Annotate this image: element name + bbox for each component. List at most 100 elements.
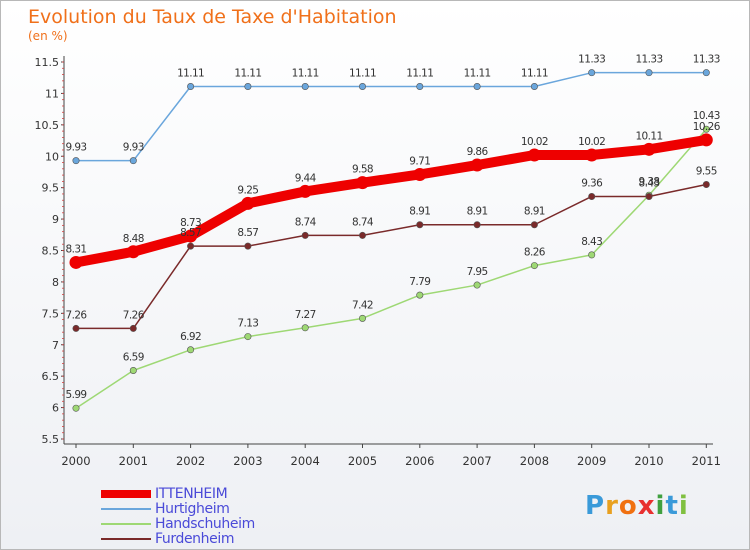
data-label: 11.11 <box>349 68 376 80</box>
data-point <box>413 167 427 181</box>
logo-letter: t <box>665 491 679 521</box>
data-label: 9.86 <box>467 146 489 158</box>
legend-label: Furdenheim <box>155 531 235 547</box>
data-label: 9.71 <box>409 155 430 167</box>
data-label: 8.91 <box>467 206 488 218</box>
series-line <box>75 71 708 162</box>
y-tick-label: 6.5 <box>42 370 60 383</box>
x-tick-label: 2002 <box>176 454 205 468</box>
data-label: 8.26 <box>524 247 546 259</box>
data-label: 8.43 <box>639 177 660 189</box>
legend-label: ITTENHEIM <box>155 486 228 502</box>
y-tick-label: 11 <box>45 87 59 100</box>
data-point <box>72 157 80 165</box>
x-tick-label: 2008 <box>520 454 549 468</box>
logo-letter: P <box>585 491 606 521</box>
data-label: 9.55 <box>696 166 717 178</box>
legend-label: Hurtigheim <box>155 501 230 517</box>
data-point <box>301 231 309 239</box>
logo-letter: x <box>637 491 656 521</box>
x-tick-label: 2010 <box>634 454 663 468</box>
data-point <box>645 69 653 77</box>
data-label: 11.11 <box>234 68 261 80</box>
data-label: 8.57 <box>180 227 201 239</box>
data-point <box>473 281 481 289</box>
series-line <box>75 128 708 409</box>
data-point <box>530 221 538 229</box>
data-label: 9.36 <box>581 177 603 189</box>
y-tick-label: 7 <box>52 339 59 352</box>
x-tick-label: 2003 <box>233 454 262 468</box>
data-label: 11.11 <box>406 68 433 80</box>
data-point <box>129 157 137 165</box>
series-line <box>71 134 712 268</box>
data-point <box>358 83 366 91</box>
data-label: 7.13 <box>237 318 258 330</box>
data-label: 10.02 <box>578 136 605 148</box>
x-tick-label: 2011 <box>692 454 721 468</box>
data-label: 11.11 <box>177 68 204 80</box>
data-point <box>129 324 137 332</box>
data-point <box>642 142 656 156</box>
legend-item: Handschuheim <box>101 516 301 532</box>
data-label: 9.38 <box>639 176 660 188</box>
y-tick-label: 8.5 <box>42 245 60 258</box>
data-point <box>126 245 140 259</box>
chart-units: (en %) <box>28 29 68 43</box>
data-point <box>241 196 255 210</box>
logo-letter: r <box>605 491 619 521</box>
data-label: 9.93 <box>66 142 87 154</box>
data-point <box>129 367 137 375</box>
y-tick-label: 8 <box>52 276 59 289</box>
y-tick-label: 6 <box>52 402 59 415</box>
x-tick-label: 2006 <box>405 454 434 468</box>
data-point <box>473 221 481 229</box>
x-tick-label: 2005 <box>348 454 377 468</box>
data-point <box>473 83 481 91</box>
data-label: 8.74 <box>295 216 317 228</box>
data-label: 11.33 <box>635 54 662 66</box>
data-point <box>187 346 195 354</box>
x-tick-label: 2001 <box>119 454 148 468</box>
data-label: 9.44 <box>295 172 317 184</box>
data-point <box>645 192 653 200</box>
data-point <box>244 333 252 341</box>
data-label: 11.11 <box>464 68 491 80</box>
data-label: 8.91 <box>524 206 545 218</box>
data-label: 6.59 <box>123 352 144 364</box>
data-point <box>184 229 198 243</box>
chart-title: Evolution du Taux de Taxe d'Habitation <box>28 6 397 28</box>
data-label: 11.11 <box>521 68 548 80</box>
legend-swatch <box>101 508 151 510</box>
data-point <box>699 133 713 147</box>
data-point <box>585 148 599 162</box>
data-point <box>356 176 369 190</box>
data-point <box>298 184 312 198</box>
data-label: 7.27 <box>295 309 316 321</box>
data-label: 10.11 <box>635 130 662 142</box>
legend-swatch <box>101 538 151 540</box>
y-tick-label: 10.5 <box>35 119 60 132</box>
data-point <box>588 251 596 259</box>
data-point <box>702 69 710 77</box>
data-point <box>702 181 710 189</box>
data-label: 7.42 <box>352 299 373 311</box>
data-label: 8.31 <box>66 243 87 255</box>
legend-swatch <box>101 523 151 525</box>
x-tick-label: 2004 <box>291 454 320 468</box>
data-point <box>416 83 424 91</box>
data-point <box>527 148 541 162</box>
y-tick-label: 10 <box>45 150 59 163</box>
proxiti-logo: Proxiti <box>585 491 689 521</box>
logo-letter: i <box>678 491 689 521</box>
legend-item: ITTENHEIM <box>101 486 301 502</box>
y-tick-label: 9.5 <box>42 182 60 195</box>
data-label: 7.26 <box>123 309 145 321</box>
data-point <box>530 262 538 270</box>
data-label: 9.25 <box>237 184 258 196</box>
data-point <box>72 324 80 332</box>
data-point <box>358 314 366 322</box>
data-point <box>358 231 366 239</box>
